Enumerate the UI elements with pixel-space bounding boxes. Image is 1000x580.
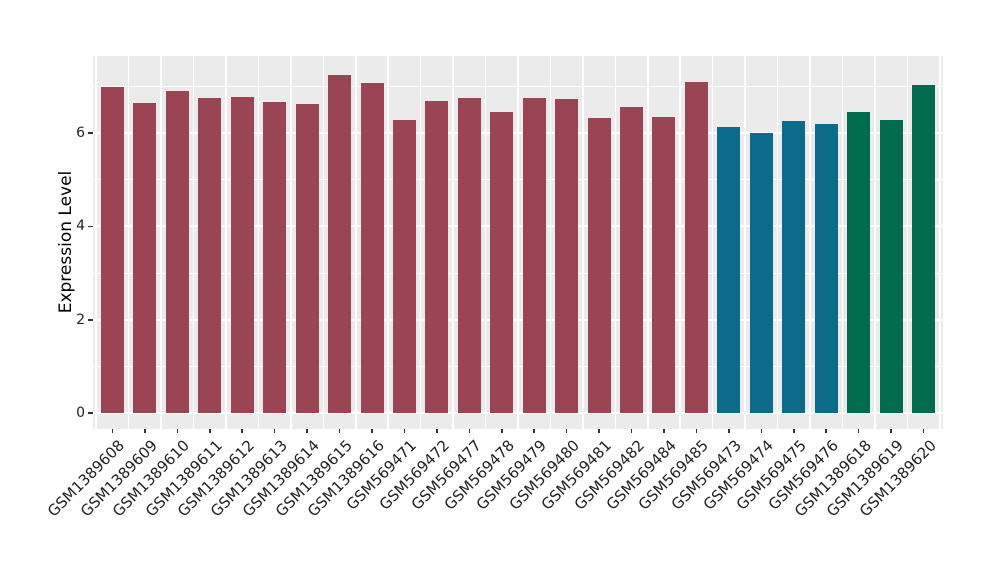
vertical-gridline bbox=[549, 56, 552, 429]
bar bbox=[587, 118, 611, 414]
vertical-gridline bbox=[452, 56, 454, 429]
y-tick-label: 0 bbox=[76, 405, 85, 422]
x-tick-mark bbox=[695, 429, 698, 433]
vertical-gridline bbox=[127, 56, 130, 429]
x-tick-mark bbox=[728, 429, 730, 433]
bar bbox=[360, 83, 384, 414]
x-tick-mark bbox=[501, 429, 503, 433]
y-tick-mark bbox=[88, 132, 93, 134]
bar bbox=[912, 84, 936, 414]
x-tick-mark bbox=[760, 429, 763, 433]
bar bbox=[522, 98, 546, 414]
x-tick-mark bbox=[111, 429, 114, 433]
bar bbox=[847, 111, 871, 414]
bar bbox=[230, 97, 254, 414]
vertical-gridline bbox=[939, 56, 941, 429]
y-tick-mark bbox=[88, 225, 93, 228]
bar bbox=[814, 123, 838, 414]
x-tick-mark bbox=[241, 429, 243, 433]
x-tick-mark bbox=[825, 429, 827, 433]
y-axis-title: Expression Level bbox=[56, 170, 76, 314]
bar bbox=[879, 120, 903, 414]
vertical-gridline bbox=[809, 56, 811, 429]
bar bbox=[295, 104, 319, 414]
vertical-gridline bbox=[257, 56, 260, 429]
x-tick-mark bbox=[468, 429, 471, 433]
y-tick-label: 6 bbox=[76, 125, 85, 142]
bar bbox=[717, 126, 741, 414]
x-tick-mark bbox=[176, 429, 179, 433]
bar bbox=[652, 116, 676, 414]
x-tick-mark bbox=[663, 429, 665, 433]
vertical-gridline bbox=[841, 56, 844, 429]
vertical-gridline bbox=[160, 56, 162, 429]
bar bbox=[100, 87, 124, 414]
vertical-gridline bbox=[419, 56, 422, 429]
y-tick-mark bbox=[88, 319, 93, 321]
y-tick-mark bbox=[88, 412, 93, 414]
plot-panel bbox=[93, 56, 943, 429]
bar bbox=[782, 120, 806, 414]
bar bbox=[620, 106, 644, 414]
x-tick-mark bbox=[857, 429, 860, 433]
vertical-gridline bbox=[387, 56, 389, 429]
x-tick-mark bbox=[533, 429, 535, 433]
x-tick-mark bbox=[922, 429, 925, 433]
bar bbox=[490, 112, 514, 414]
vertical-gridline bbox=[647, 56, 649, 429]
bar bbox=[133, 102, 157, 414]
vertical-gridline bbox=[906, 56, 909, 429]
vertical-gridline bbox=[614, 56, 617, 429]
x-tick-mark bbox=[338, 429, 341, 433]
bar bbox=[198, 98, 222, 414]
bar bbox=[263, 101, 287, 414]
bar bbox=[555, 99, 579, 414]
bar bbox=[684, 81, 708, 414]
bar bbox=[165, 91, 189, 414]
vertical-gridline bbox=[744, 56, 746, 429]
x-tick-mark bbox=[371, 429, 373, 433]
vertical-gridline bbox=[776, 56, 779, 429]
bar bbox=[425, 101, 449, 414]
vertical-gridline bbox=[225, 56, 227, 429]
vertical-gridline bbox=[711, 56, 714, 429]
y-tick-label: 4 bbox=[76, 218, 85, 235]
x-tick-mark bbox=[436, 429, 438, 433]
vertical-gridline bbox=[290, 56, 292, 429]
vertical-gridline bbox=[679, 56, 681, 429]
x-tick-mark bbox=[890, 429, 892, 433]
vertical-gridline bbox=[484, 56, 487, 429]
x-tick-mark bbox=[598, 429, 600, 433]
x-tick-mark bbox=[403, 429, 406, 433]
x-tick-mark bbox=[209, 429, 211, 433]
vertical-gridline bbox=[192, 56, 195, 429]
bar bbox=[457, 98, 481, 414]
x-tick-mark bbox=[144, 429, 146, 433]
bar bbox=[328, 74, 352, 414]
y-tick-label: 2 bbox=[76, 311, 85, 328]
vertical-gridline bbox=[355, 56, 357, 429]
vertical-gridline bbox=[322, 56, 325, 429]
vertical-gridline bbox=[874, 56, 876, 429]
x-tick-mark bbox=[630, 429, 633, 433]
vertical-gridline bbox=[582, 56, 584, 429]
x-tick-mark bbox=[306, 429, 308, 433]
vertical-gridline bbox=[517, 56, 519, 429]
x-tick-mark bbox=[793, 429, 795, 433]
bar bbox=[749, 133, 773, 414]
x-tick-mark bbox=[273, 429, 276, 433]
x-tick-mark bbox=[565, 429, 568, 433]
bar bbox=[392, 120, 416, 414]
vertical-gridline bbox=[95, 56, 97, 429]
